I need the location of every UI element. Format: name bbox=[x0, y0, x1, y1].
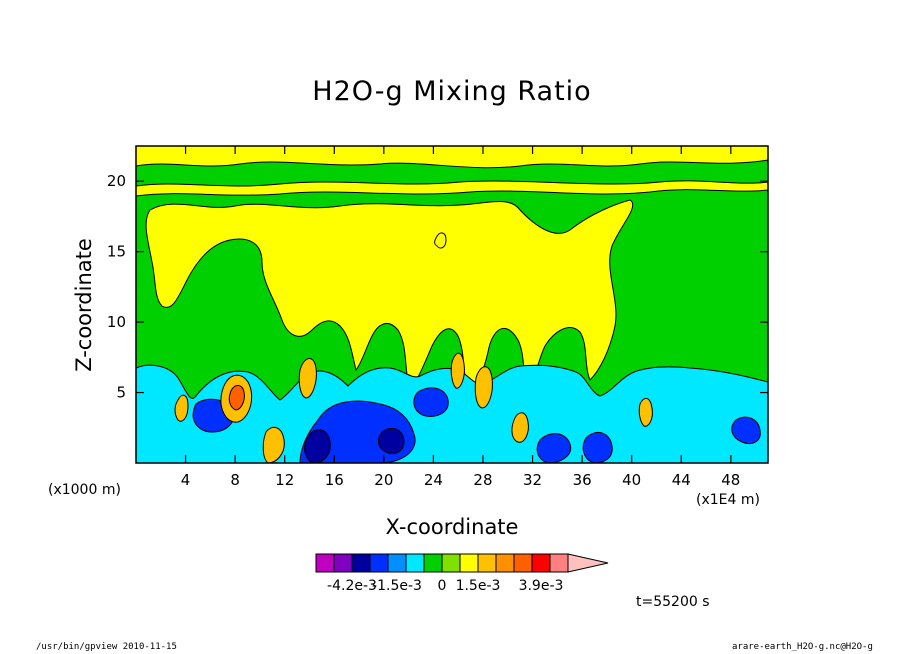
colorbar-swatch bbox=[549, 553, 569, 573]
colorbar-swatch bbox=[459, 553, 479, 573]
blue-blob-4 bbox=[536, 433, 572, 463]
colorbar-swatch bbox=[441, 553, 461, 573]
orange-plume-6 bbox=[638, 398, 653, 427]
x-tick-label: 16 bbox=[325, 471, 344, 489]
colorbar-swatch bbox=[495, 553, 515, 573]
colorbar-swatch bbox=[369, 553, 389, 573]
colorbar-arrow bbox=[567, 553, 609, 573]
navy-blob-2 bbox=[378, 427, 405, 455]
blue-blob-5 bbox=[582, 431, 613, 463]
orange-plume-5 bbox=[511, 412, 529, 443]
colorbar-label: -4.2e-3 bbox=[327, 578, 377, 594]
x-tick-label: 32 bbox=[523, 471, 542, 489]
navy-blob-1 bbox=[304, 429, 331, 463]
x-tick-label: 24 bbox=[424, 471, 443, 489]
footer-left-text: /usr/bin/gpview 2010-11-15 bbox=[36, 642, 177, 652]
x-tick-label: 20 bbox=[374, 471, 393, 489]
y-tick-label: 5 bbox=[116, 384, 126, 402]
colorbar-swatch bbox=[405, 553, 425, 573]
x-unit-left-label: (x1000 m) bbox=[48, 482, 121, 498]
chart-title: H2O-g Mixing Ratio bbox=[312, 76, 592, 107]
y-tick-label: 20 bbox=[107, 172, 126, 190]
colorbar-swatch bbox=[351, 553, 371, 573]
orange-plume-7 bbox=[174, 394, 189, 422]
blue-blob-3 bbox=[413, 387, 449, 417]
x-tick-label: 44 bbox=[672, 471, 691, 489]
x-tick-label: 48 bbox=[721, 471, 740, 489]
x-tick-label: 8 bbox=[230, 471, 240, 489]
colorbar: -4.2e-3-1.5e-3 0 1.5e-3 3.9e-3 bbox=[315, 553, 609, 594]
contour-field bbox=[136, 146, 768, 463]
colorbar-label: -1.5e-3 bbox=[372, 578, 422, 594]
orange-plume-2 bbox=[298, 358, 317, 399]
x-axis-label: X-coordinate bbox=[385, 515, 519, 539]
colorbar-label: 1.5e-3 bbox=[456, 578, 501, 594]
colorbar-label: 0 bbox=[438, 578, 447, 594]
yellow-top-band bbox=[136, 146, 768, 169]
plot-frame bbox=[135, 145, 769, 464]
colorbar-swatch bbox=[531, 553, 551, 573]
x-tick-label: 4 bbox=[181, 471, 191, 489]
x-tick-label: 40 bbox=[622, 471, 641, 489]
colorbar-swatch bbox=[387, 553, 407, 573]
colorbar-swatch bbox=[333, 553, 353, 573]
orange-plume-3 bbox=[474, 366, 493, 409]
colorbar-swatch bbox=[423, 553, 443, 573]
y-tick-label: 10 bbox=[107, 313, 126, 331]
x-tick-label: 28 bbox=[473, 471, 492, 489]
colorbar-swatch bbox=[315, 553, 335, 573]
x-unit-right-label: (x1E4 m) bbox=[696, 492, 760, 508]
blue-blob-6 bbox=[731, 416, 761, 444]
x-tick-label: 36 bbox=[573, 471, 592, 489]
colorbar-swatch bbox=[477, 553, 497, 573]
x-tick-label: 12 bbox=[275, 471, 294, 489]
colorbar-swatch bbox=[513, 553, 533, 573]
colorbar-label: 3.9e-3 bbox=[519, 578, 564, 594]
orange-plume-4 bbox=[450, 352, 465, 389]
time-label: t=55200 s bbox=[636, 594, 710, 610]
yellow-band-2 bbox=[136, 180, 768, 197]
y-tick-label: 15 bbox=[107, 243, 126, 261]
footer-right-text: arare-earth_H2O-g.nc@H2O-g bbox=[732, 642, 873, 652]
red-plume-core bbox=[228, 385, 245, 411]
orange-plume-8 bbox=[262, 426, 285, 463]
yellow-blob-small bbox=[434, 232, 447, 249]
